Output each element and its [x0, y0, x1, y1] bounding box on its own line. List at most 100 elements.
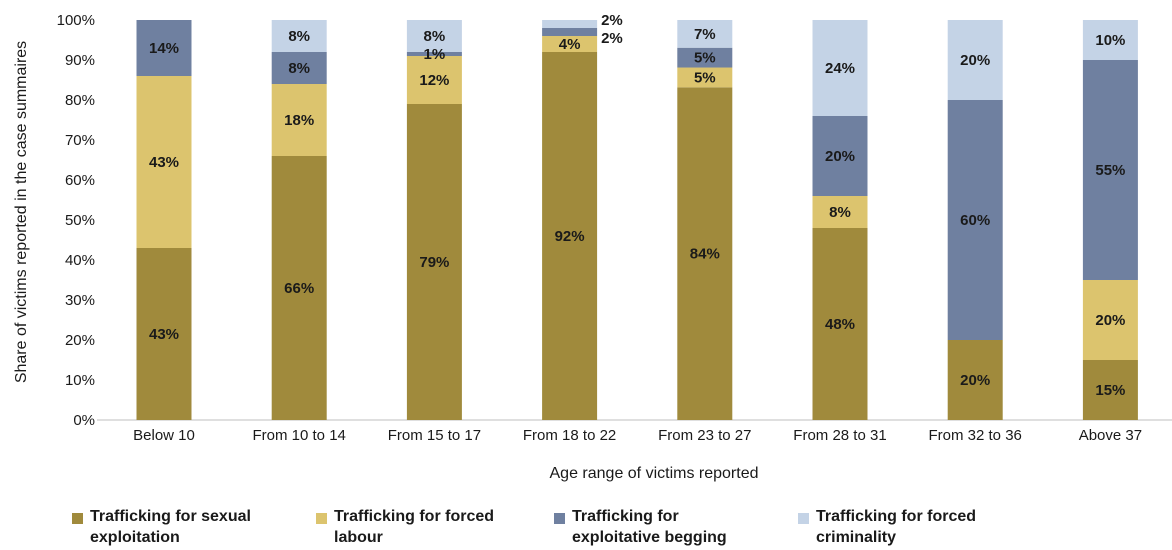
bar-segment-1 [542, 52, 598, 420]
bar-segment-3 [1082, 60, 1138, 280]
data-label: 20% [825, 148, 855, 165]
legend-label-line: Trafficking for sexual [90, 508, 251, 525]
data-label: 10% [1095, 32, 1125, 49]
x-tick-label: From 10 to 14 [253, 427, 346, 444]
bar-segment-3 [271, 52, 327, 84]
legend-item: Trafficking for forced labour [316, 506, 494, 548]
stacked-bar-chart: Share of victims reported in the case su… [13, 12, 1172, 482]
data-label: 43% [149, 154, 179, 171]
legend-label: Trafficking for sexual exploitation [90, 506, 251, 548]
data-label: 2% [601, 12, 623, 29]
bar-segment-2 [542, 36, 598, 52]
data-label: 18% [284, 112, 314, 129]
data-label: 7% [694, 26, 716, 43]
y-tick-label: 10% [65, 372, 95, 389]
y-tick-label: 50% [65, 212, 95, 229]
legend-label-line: Trafficking for [572, 508, 679, 525]
legend-swatch [316, 513, 327, 524]
data-label: 2% [601, 30, 623, 47]
legend-label-line: exploitation [90, 529, 180, 546]
x-tick-label: Below 10 [133, 427, 195, 444]
bar-segment-4 [812, 20, 868, 116]
segment-labels-group: 43%43%14%66%18%8%8%79%12%1%8%92%4% 2%2%84… [149, 12, 1125, 399]
y-tick-label: 80% [65, 92, 95, 109]
bar-segment-4 [677, 20, 733, 48]
bar-segment-2 [812, 196, 868, 228]
legend-item: Trafficking for sexual exploitation [72, 506, 251, 548]
data-label: 12% [419, 72, 449, 89]
legend-label: Trafficking for forced labour [334, 506, 494, 548]
data-label: 8% [288, 28, 310, 45]
data-label: 5% [694, 69, 716, 86]
data-label: 8% [424, 28, 446, 45]
bars-group [136, 20, 1138, 421]
bar-segment-1 [136, 248, 192, 420]
y-tick-label: 0% [73, 412, 95, 429]
y-tick-label: 20% [65, 332, 95, 349]
legend-label-line: Trafficking for forced [334, 508, 495, 525]
bar-segment-1 [677, 87, 733, 421]
x-tick-label: From 15 to 17 [388, 427, 481, 444]
data-label: 8% [288, 60, 310, 77]
y-axis-ticks: 0% 10% 20% 30% 40% 50% 60% 70% 80% 90% 100% [57, 12, 95, 429]
bar-segment-3 [947, 100, 1003, 340]
bar-segment-2 [136, 76, 192, 248]
data-label: 43% [149, 326, 179, 343]
legend-item: Trafficking for exploitative begging [554, 506, 727, 548]
bar-segment-3 [542, 28, 598, 36]
bar-segment-4 [1082, 20, 1138, 60]
data-label: 48% [825, 316, 855, 333]
chart-legend: Trafficking for sexual exploitation Traffi… [60, 506, 1160, 550]
x-tick-label: From 32 to 36 [929, 427, 1022, 444]
bar-segment-3 [812, 116, 868, 196]
data-label: 20% [960, 372, 990, 389]
y-tick-label: 70% [65, 132, 95, 149]
data-label: 15% [1095, 382, 1125, 399]
bar-segment-2 [271, 84, 327, 156]
x-axis-title: Age range of victims reported [550, 465, 759, 482]
data-label: 84% [690, 246, 720, 263]
x-tick-label: From 18 to 22 [523, 427, 616, 444]
legend-label-line: criminality [816, 529, 897, 546]
x-tick-label: Above 37 [1079, 427, 1142, 444]
bar-segment-3 [136, 20, 192, 76]
data-label: 1% [424, 46, 446, 63]
bar-segment-4 [406, 20, 462, 52]
bar-segment-2 [677, 67, 733, 88]
bar-segment-1 [947, 340, 1003, 420]
data-label: 60% [960, 212, 990, 229]
bar-segment-3 [677, 47, 733, 68]
y-axis-title-group: Share of victims reported in the case su… [13, 41, 30, 383]
data-label: 55% [1095, 162, 1125, 179]
data-label: 20% [1095, 312, 1125, 329]
legend-label-line: Trafficking for forced [816, 508, 977, 525]
legend-label-line: exploitative begging [572, 529, 727, 546]
legend-label-line: labour [334, 529, 383, 546]
bar-segment-4 [947, 20, 1003, 100]
data-label: 92% [555, 228, 585, 245]
data-label: 24% [825, 60, 855, 77]
data-label: 66% [284, 280, 314, 297]
bar-segment-1 [812, 228, 868, 420]
bar-segment-1 [1082, 360, 1138, 420]
x-tick-label: From 23 to 27 [658, 427, 751, 444]
y-tick-label: 60% [65, 172, 95, 189]
legend-label: Trafficking for forced criminality [816, 506, 976, 548]
data-label: 20% [960, 52, 990, 69]
legend-swatch [72, 513, 83, 524]
y-axis-title: Share of victims reported in the case su… [13, 41, 30, 383]
y-tick-label: 40% [65, 252, 95, 269]
data-label: 4% [559, 36, 581, 53]
x-tick-label: From 28 to 31 [793, 427, 886, 444]
x-axis-ticks: Below 10 From 10 to 14 From 15 to 17 From 1… [133, 427, 1142, 444]
data-label: 79% [419, 254, 449, 271]
bar-segment-1 [406, 104, 462, 420]
bar-segment-2 [1082, 280, 1138, 360]
y-tick-label: 30% [65, 292, 95, 309]
bar-segment-4 [542, 20, 598, 28]
data-label: 14% [149, 40, 179, 57]
legend-swatch [798, 513, 809, 524]
legend-swatch [554, 513, 565, 524]
data-label: 5% [694, 50, 716, 67]
y-tick-label: 90% [65, 52, 95, 69]
